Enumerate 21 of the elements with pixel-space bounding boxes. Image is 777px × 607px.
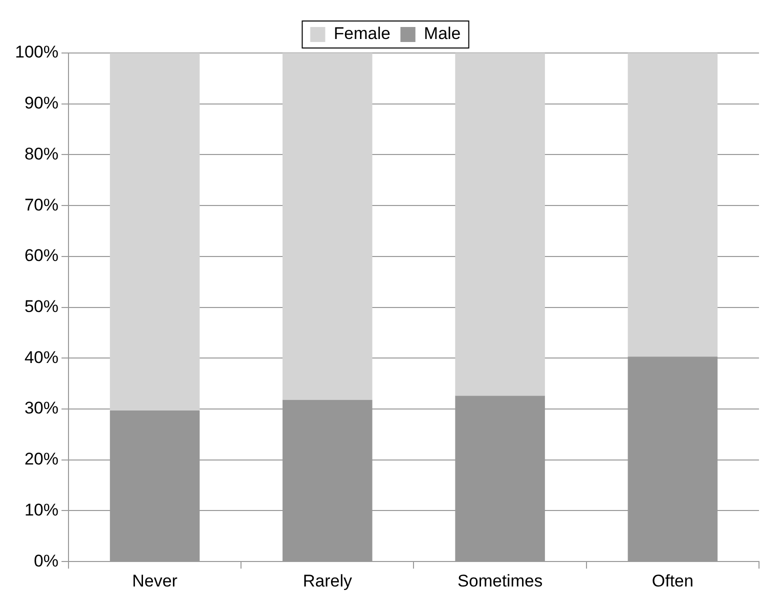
y-tick-label: 90%	[24, 94, 58, 113]
y-tick-label: 10%	[24, 500, 58, 520]
y-tick-label: 0%	[34, 551, 58, 570]
y-tick-label: 40%	[24, 348, 58, 367]
legend-label: Male	[424, 24, 461, 44]
bar	[282, 53, 372, 400]
y-tick-label: 100%	[14, 42, 58, 62]
x-tick-label: Sometimes	[458, 571, 543, 590]
legend-label: Female	[334, 24, 390, 44]
bar	[110, 53, 200, 411]
y-tick-label: 50%	[24, 296, 58, 316]
y-tick-label: 20%	[24, 450, 58, 469]
y-tick-label: 70%	[24, 195, 58, 214]
bar	[628, 53, 718, 357]
y-tick-label: 30%	[24, 398, 58, 418]
y-tick-label: 80%	[24, 144, 58, 164]
x-tick-label: Rarely	[302, 571, 352, 590]
bar	[455, 53, 545, 396]
y-tick-label: 60%	[24, 246, 58, 266]
x-tick-label: Often	[652, 571, 694, 590]
x-tick-label: Never	[132, 571, 178, 590]
